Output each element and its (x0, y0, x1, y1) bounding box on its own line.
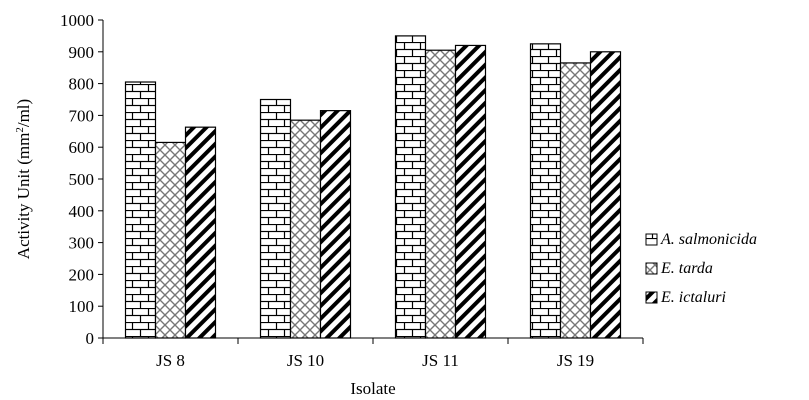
bar (154, 141, 187, 339)
x-tick-label: JS 10 (287, 351, 324, 370)
y-tick-label: 300 (69, 234, 95, 253)
y-tick-label: 100 (69, 297, 95, 316)
bar (394, 35, 427, 339)
bar (424, 49, 457, 339)
y-tick-label: 400 (69, 202, 95, 221)
legend-label: E. ictaluri (660, 289, 726, 306)
y-axis-title-main: Activity Unit (mm (14, 133, 33, 260)
legend-swatch (645, 291, 658, 304)
x-tick-label: JS 11 (422, 351, 459, 370)
y-axis-title: Activity Unit (mm2/ml) (14, 99, 33, 259)
y-tick-label: 0 (86, 329, 95, 348)
axis-titles: Isolate Activity Unit (mm2/ml) (14, 99, 396, 398)
bar (124, 81, 157, 339)
legend-label: A. salmonicida (660, 231, 757, 248)
y-tick-label: 700 (69, 106, 95, 125)
bar (589, 51, 622, 339)
legend-label: E. tarda (660, 260, 713, 277)
y-tick-label: 1000 (60, 11, 94, 30)
legend-swatch (645, 262, 658, 275)
bar (454, 44, 487, 339)
y-tick-label: 200 (69, 265, 95, 284)
bar (319, 110, 352, 339)
legend: A. salmonicida E. tarda E. ictaluri (645, 231, 757, 306)
y-axis-title-superscript: 2 (14, 127, 26, 133)
y-axis-title-end: /ml) (14, 99, 33, 127)
x-tick-label: JS 8 (156, 351, 185, 370)
bars (124, 35, 622, 339)
legend-swatch (645, 233, 658, 246)
bar (259, 98, 292, 339)
y-tick-label: 500 (69, 170, 95, 189)
bar (529, 43, 562, 339)
tick-labels: 0 100 200 300 400 500 600 700 800 900 1000 JS 8 JS 1… (60, 11, 594, 370)
y-tick-label: 800 (69, 75, 95, 94)
bar (184, 126, 217, 339)
y-tick-label: 900 (69, 43, 95, 62)
bar (289, 119, 322, 339)
x-tick-label: JS 19 (557, 351, 594, 370)
bar (559, 62, 592, 339)
x-axis-title: Isolate (350, 379, 395, 398)
y-tick-label: 600 (69, 138, 95, 157)
